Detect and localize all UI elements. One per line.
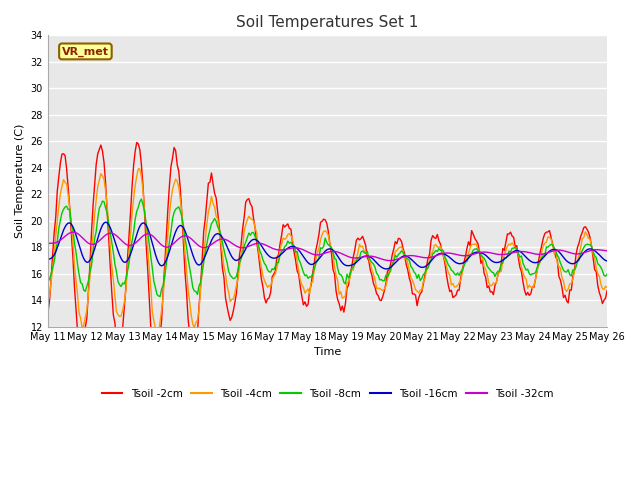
Title: Soil Temperatures Set 1: Soil Temperatures Set 1 bbox=[236, 15, 419, 30]
Y-axis label: Soil Temperature (C): Soil Temperature (C) bbox=[15, 124, 25, 238]
Text: VR_met: VR_met bbox=[62, 46, 109, 57]
X-axis label: Time: Time bbox=[314, 348, 341, 357]
Legend: Tsoil -2cm, Tsoil -4cm, Tsoil -8cm, Tsoil -16cm, Tsoil -32cm: Tsoil -2cm, Tsoil -4cm, Tsoil -8cm, Tsoi… bbox=[97, 384, 557, 403]
